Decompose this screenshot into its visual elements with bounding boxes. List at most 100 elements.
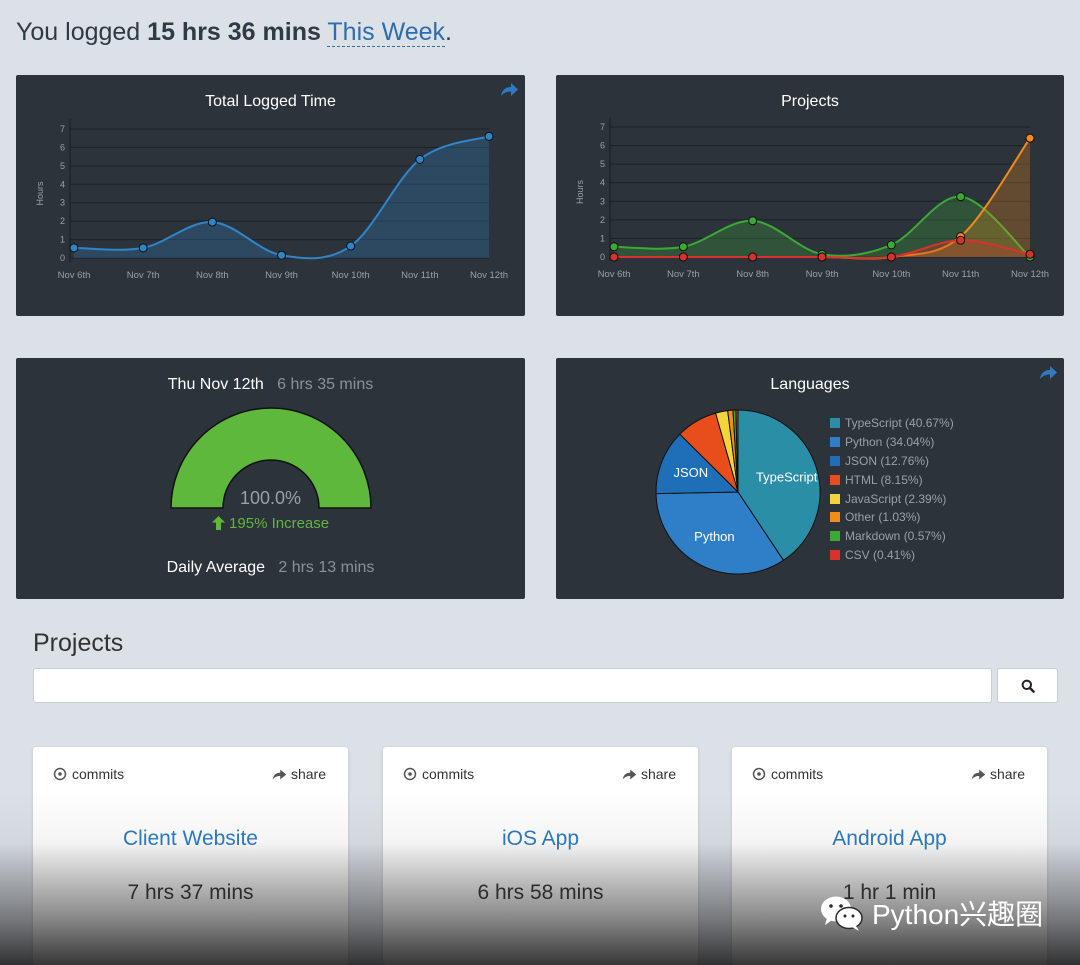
- data-point[interactable]: [748, 252, 758, 262]
- pie-slice-json[interactable]: [655, 433, 740, 495]
- x-tick-label: Nov 10th: [332, 270, 370, 281]
- commits-link[interactable]: commits: [53, 766, 124, 782]
- x-tick-label: Nov 9th: [806, 269, 839, 280]
- legend-label: CSV (0.41%): [845, 547, 916, 562]
- legend-label: HTML (8.15%): [845, 472, 923, 487]
- legend-item[interactable]: CSV (0.41%): [830, 546, 954, 565]
- x-tick-label: Nov 6th: [58, 270, 91, 281]
- summary-total: 15 hrs 36 mins: [147, 18, 321, 46]
- x-tick-label: Nov 12th: [470, 270, 508, 281]
- data-point[interactable]: [346, 241, 356, 251]
- x-tick-label: Nov 11th: [942, 269, 979, 280]
- languages-legend: TypeScript (40.67%) Python (34.04%) JSON (…: [830, 414, 954, 564]
- summary-prefix: You logged: [16, 18, 141, 46]
- data-point[interactable]: [1025, 133, 1035, 143]
- share-icon: [971, 769, 986, 779]
- date-range-link[interactable]: This Week: [327, 18, 446, 47]
- project-name-link[interactable]: Client Website: [122, 827, 258, 850]
- project-search-input[interactable]: [33, 668, 992, 703]
- share-link[interactable]: share: [622, 766, 676, 782]
- languages-panel: Languages TypeScript Python JSON TypeScrip…: [556, 358, 1064, 599]
- pie-slice-python[interactable]: [655, 491, 785, 575]
- pie-slice-label: JSON: [673, 465, 708, 480]
- daily-average: Daily Average 2 hrs 13 mins: [16, 559, 525, 577]
- arrow-up-icon: [211, 516, 225, 534]
- watermark-text: Python兴趣圈: [872, 899, 1044, 930]
- data-point[interactable]: [609, 242, 619, 252]
- data-point[interactable]: [415, 154, 425, 164]
- project-name-link[interactable]: Android App: [832, 827, 947, 850]
- data-point[interactable]: [678, 252, 688, 262]
- data-point[interactable]: [1025, 249, 1035, 259]
- share-link[interactable]: share: [272, 766, 326, 782]
- x-tick-label: Nov 10th: [872, 269, 910, 280]
- data-point[interactable]: [609, 252, 619, 262]
- commit-icon: [403, 767, 417, 781]
- share-icon[interactable]: [499, 80, 519, 100]
- commits-link[interactable]: commits: [403, 766, 474, 782]
- x-tick-label: Nov 8th: [196, 270, 229, 281]
- project-time: 6 hrs 58 mins: [477, 881, 604, 904]
- data-point[interactable]: [748, 216, 758, 226]
- y-tick-label: 6: [600, 141, 605, 151]
- project-card-ios-app: commits share iOS App 6 hrs 58 mins: [383, 747, 698, 965]
- legend-item[interactable]: TypeScript (40.67%): [830, 414, 954, 433]
- share-icon[interactable]: [1038, 363, 1058, 383]
- y-tick-label: 6: [60, 142, 65, 152]
- gauge-percent: 100.0%: [239, 488, 302, 508]
- data-point[interactable]: [678, 242, 688, 252]
- data-point[interactable]: [69, 243, 79, 253]
- projects-chart-panel: Projects 0 1 2 3 4 5 6 7 Nov 6th Nov 7th Nov 8th No…: [556, 75, 1064, 316]
- commit-icon: [53, 767, 67, 781]
- y-tick-label: 0: [600, 252, 605, 262]
- data-point[interactable]: [207, 217, 217, 227]
- total-logged-time-panel: Total Logged Time 0 1 2 3 4 5 6 7 Nov 6th Nov 7th…: [16, 75, 525, 316]
- projects-chart: 0 1 2 3 4 5 6 7 Nov 6th Nov 7th Nov 8th Nov 9th Nov …: [575, 117, 1049, 280]
- legend-item[interactable]: HTML (8.15%): [830, 470, 954, 489]
- x-tick-label: Nov 12th: [1011, 269, 1049, 280]
- legend-item[interactable]: Markdown (0.57%): [830, 527, 954, 546]
- commits-link[interactable]: commits: [752, 766, 823, 782]
- legend-item[interactable]: Python (34.04%): [830, 433, 954, 452]
- series-area: [614, 196, 1030, 257]
- y-tick-label: 2: [600, 215, 605, 225]
- y-axis-label: Hours: [35, 181, 45, 206]
- legend-label: TypeScript (40.67%): [845, 416, 954, 431]
- total-logged-time-chart: 0 1 2 3 4 5 6 7 Nov 6th Nov 7th Nov 8th Nov 9th Nov …: [35, 119, 508, 281]
- y-tick-label: 1: [60, 235, 65, 245]
- project-time: 7 hrs 37 mins: [127, 881, 254, 904]
- data-point[interactable]: [817, 252, 827, 262]
- commits-label: commits: [72, 766, 125, 782]
- languages-title: Languages: [770, 376, 850, 393]
- share-icon: [272, 769, 287, 779]
- search-button[interactable]: [997, 668, 1058, 703]
- pie-slice-csv[interactable]: [735, 409, 739, 493]
- y-tick-label: 3: [60, 198, 65, 208]
- share-link[interactable]: share: [971, 766, 1025, 782]
- projects-section-title: Projects: [33, 629, 124, 657]
- legend-swatch: [830, 493, 840, 504]
- project-name-link[interactable]: iOS App: [501, 827, 580, 850]
- y-tick-label: 3: [600, 196, 605, 206]
- data-point[interactable]: [956, 192, 966, 202]
- wechat-icon: [821, 896, 863, 931]
- data-point[interactable]: [886, 240, 896, 250]
- today-gauge: [170, 407, 372, 509]
- legend-label: JavaScript (2.39%): [845, 491, 947, 506]
- data-point[interactable]: [956, 235, 966, 245]
- data-point[interactable]: [886, 252, 896, 262]
- data-point[interactable]: [138, 243, 148, 253]
- total-logged-time-title: Total Logged Time: [205, 93, 336, 110]
- data-point[interactable]: [277, 250, 286, 260]
- share-label: share: [640, 766, 676, 782]
- legend-item[interactable]: JavaScript (2.39%): [830, 489, 954, 508]
- y-tick-label: 2: [60, 216, 65, 226]
- languages-pie-chart: TypeScript Python JSON: [655, 409, 821, 575]
- daily-average-value: 2 hrs 13 mins: [278, 559, 375, 576]
- data-point[interactable]: [484, 131, 494, 141]
- y-tick-label: 1: [600, 233, 605, 243]
- legend-item[interactable]: JSON (12.76%): [830, 452, 954, 471]
- increase-text: 195% Increase: [229, 515, 330, 532]
- x-tick-label: Nov 9th: [265, 270, 298, 281]
- legend-item[interactable]: Other (1.03%): [830, 508, 954, 527]
